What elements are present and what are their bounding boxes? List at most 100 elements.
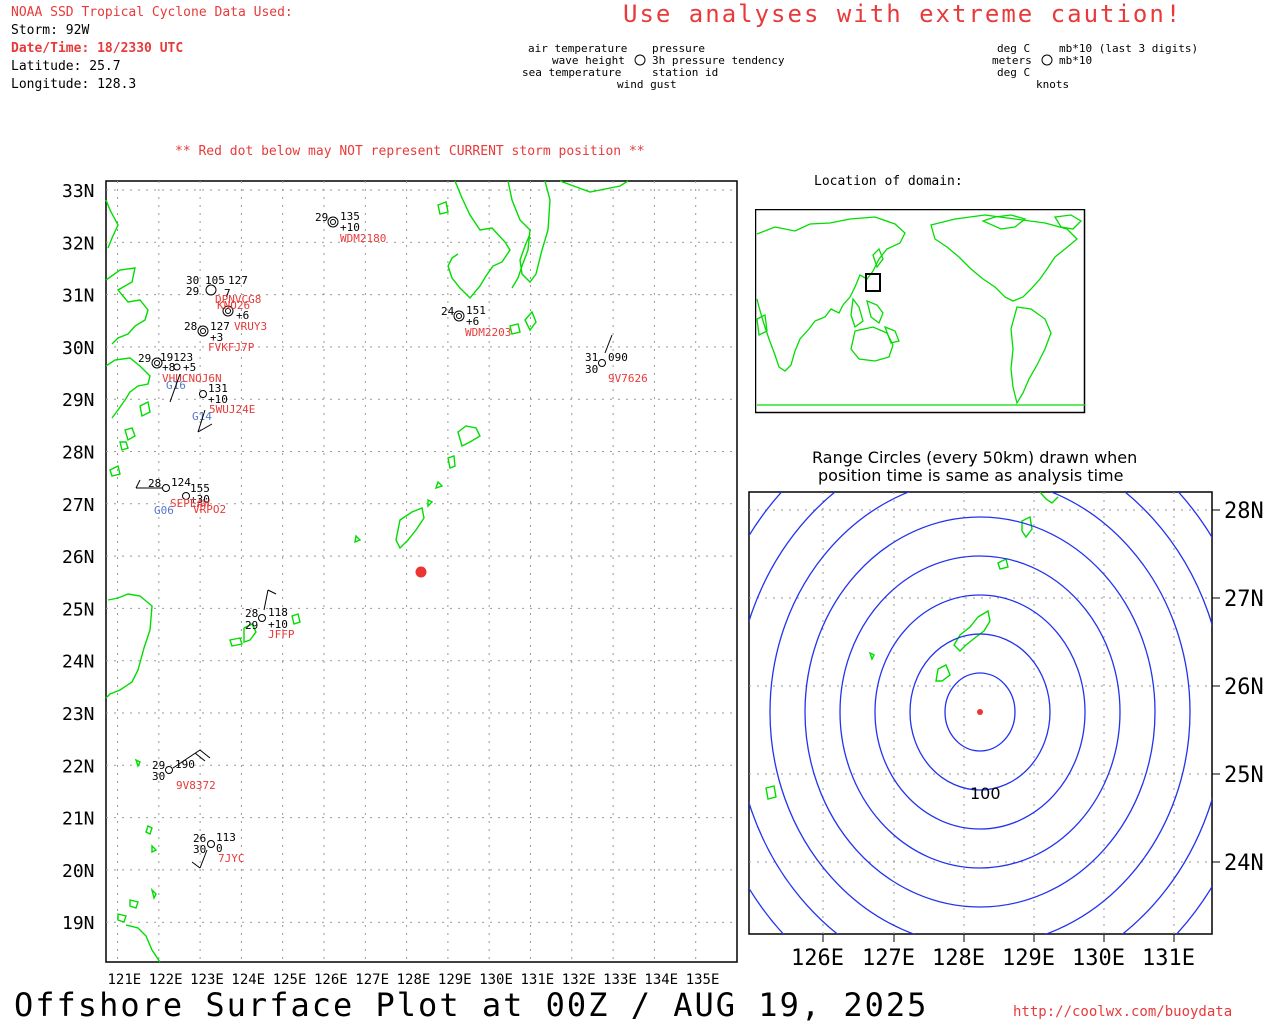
range-lon-label: 129E	[1002, 946, 1055, 971]
range-circle	[769, 492, 1191, 934]
main-lon-label: 123E	[190, 972, 224, 988]
range-lon-label: 127E	[862, 946, 915, 971]
station-jffp-sea: 29	[245, 619, 258, 632]
inset-title: Location of domain:	[814, 174, 963, 189]
main-map-coastline	[105, 180, 629, 963]
range-lat-label: 24N	[1224, 851, 1264, 876]
station-wdm2203-tendency: +6	[466, 315, 479, 328]
range-circle-label: 100	[970, 784, 1001, 803]
station-9v7626-sea: 30	[585, 363, 598, 376]
main-lat-label: 24N	[62, 652, 95, 673]
station-7jyc-air: 26	[193, 832, 206, 845]
inset-coastlines	[756, 214, 1085, 406]
main-lon-label: 131E	[521, 972, 555, 988]
station-9v7626-pressure: 090	[608, 351, 628, 364]
legend-right-circle-icon	[1041, 54, 1053, 66]
storm-position-marker	[415, 566, 427, 578]
station-wdm2203-pressure: 151	[466, 304, 486, 317]
main-lon-label: 128E	[397, 972, 431, 988]
station-dpn-air: 30	[186, 274, 199, 287]
station-vrpo2-id: VRPO2	[193, 503, 226, 516]
main-map-lon-labels: 121E 122E 123E 124E 125E 126E 127E 128E 129E 130E…	[108, 972, 720, 988]
station-9v8372-air: 29	[152, 759, 165, 772]
station-9v8372-id: 9V8372	[176, 779, 216, 792]
main-lon-label: 125E	[273, 972, 307, 988]
station-circle	[327, 216, 339, 228]
range-circle	[804, 516, 1156, 908]
main-lon-label: 132E	[562, 972, 596, 988]
station-vrpo2-pressure: 124	[171, 476, 191, 489]
main-lat-label: 32N	[62, 233, 95, 254]
legend-degc-bottom: deg C	[997, 66, 1031, 79]
range-storm-marker	[977, 709, 983, 715]
main-lat-label: 22N	[62, 756, 95, 777]
legend-knots: knots	[1036, 78, 1070, 91]
main-map-lat-labels: 33N 32N 31N 30N 29N 28N 27N 26N 25N 24N 23N 22N 21N 2…	[62, 181, 95, 934]
station-vhu-air: 29	[138, 352, 151, 365]
station-sepeaw-id: SEPEAW	[170, 497, 210, 510]
main-map-grid	[106, 181, 737, 962]
station-wdm2180-air: 29	[315, 211, 328, 224]
main-lon-label: 130E	[479, 972, 513, 988]
main-lat-label: 27N	[62, 495, 95, 516]
station-vruy3-id: VRUY3	[234, 320, 267, 333]
range-circle	[874, 594, 1086, 830]
red-dot-note: ** Red dot below may NOT represent CURRE…	[175, 144, 645, 159]
legend-pressure: pressure	[652, 42, 705, 55]
range-map-coastline	[765, 492, 1059, 800]
main-lon-label: 135E	[686, 972, 720, 988]
caution-banner: Use analyses with extreme caution!	[623, 0, 1183, 28]
station-plots: 29 135 +10 WDM2180 30 105 127 29 7 DPNVC…	[135, 210, 648, 869]
station-jffp-tendency: +10	[268, 618, 288, 631]
station-wdm2203-air: 24	[441, 305, 455, 318]
range-lat-label: 25N	[1224, 763, 1264, 788]
main-lon-label: 127E	[355, 972, 389, 988]
main-lat-label: 30N	[62, 338, 95, 359]
legend-station-id: station id	[652, 66, 719, 79]
legend-station-circle-icon	[634, 54, 646, 66]
legend-mb10: mb*10	[1059, 54, 1093, 67]
legend-degc-top: deg C	[997, 42, 1031, 55]
station-dpn-wave: 29	[186, 285, 199, 298]
station-kno26-tendency: +6	[236, 309, 249, 322]
location-inset-map	[755, 209, 1086, 414]
range-title-line2: position time is same as analysis time	[818, 466, 1124, 485]
range-lon-label: 131E	[1142, 946, 1195, 971]
longitude-label: Longitude: 128.3	[11, 77, 137, 92]
station-wdm2180-id: WDM2180	[340, 232, 386, 245]
station-vrpo2-pressure2: 155	[190, 482, 210, 495]
main-lon-label: 124E	[231, 972, 265, 988]
storm-label: Storm: 92W	[11, 23, 90, 38]
range-map-lat-labels: 28N 27N 26N 25N 24N	[1224, 499, 1264, 876]
domain-box	[865, 273, 881, 292]
station-vruy3-pressure: 127	[210, 320, 230, 333]
station-5wuj-pressure: 131	[208, 382, 228, 395]
station-7jyc-sea: 30	[193, 843, 206, 856]
station-7jyc-pressure: 113	[216, 831, 236, 844]
main-lon-label: 134E	[644, 972, 678, 988]
legend-wave-height: wave height	[552, 54, 625, 67]
station-g14-id: G14	[192, 410, 212, 423]
range-lon-label: 130E	[1072, 946, 1125, 971]
range-title-line1: Range Circles (every 50km) drawn when	[812, 448, 1138, 467]
station-vhu-tendency2: +5	[183, 361, 196, 374]
station-vhu-pressure: 19123	[160, 351, 193, 364]
main-lat-label: 23N	[62, 704, 95, 725]
range-circles	[749, 492, 1212, 934]
main-lat-label: 28N	[62, 443, 95, 464]
station-wdm2203-id: WDM2203	[465, 326, 511, 339]
range-lon-label: 128E	[932, 946, 985, 971]
footer-title: Offshore Surface Plot at 00Z / AUG 19, 2…	[14, 986, 929, 1024]
range-lat-label: 28N	[1224, 499, 1264, 524]
main-lat-label: 29N	[62, 390, 95, 411]
source-label: NOAA SSD Tropical Cyclone Data Used:	[11, 5, 293, 20]
station-5wuj-tendency: +10	[208, 393, 228, 406]
main-lon-label: 133E	[603, 972, 637, 988]
station-fvkfj7p-id: FVKFJ7P	[208, 341, 255, 354]
footer-url[interactable]: http://coolwx.com/buoydata	[1013, 1004, 1233, 1020]
station-jffp-id: JFFP	[268, 628, 295, 641]
latitude-label: Latitude: 25.7	[11, 59, 121, 74]
station-7jyc-tendency: 0	[216, 842, 223, 855]
main-lat-label: 21N	[62, 809, 95, 830]
station-kno26-id: KNO26	[217, 299, 250, 312]
